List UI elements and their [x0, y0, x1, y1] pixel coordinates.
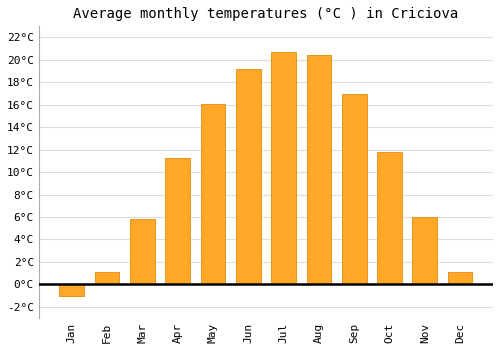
- Bar: [166, 158, 190, 284]
- Bar: [94, 272, 120, 284]
- Bar: [130, 219, 155, 284]
- Bar: [200, 104, 226, 284]
- Bar: [60, 284, 84, 295]
- Bar: [448, 272, 472, 284]
- Bar: [342, 93, 366, 284]
- Bar: [271, 52, 296, 284]
- Bar: [412, 217, 437, 284]
- Bar: [306, 55, 331, 284]
- Title: Average monthly temperatures (°C ) in Criciova: Average monthly temperatures (°C ) in Cr…: [74, 7, 458, 21]
- Bar: [236, 69, 260, 284]
- Bar: [377, 152, 402, 284]
